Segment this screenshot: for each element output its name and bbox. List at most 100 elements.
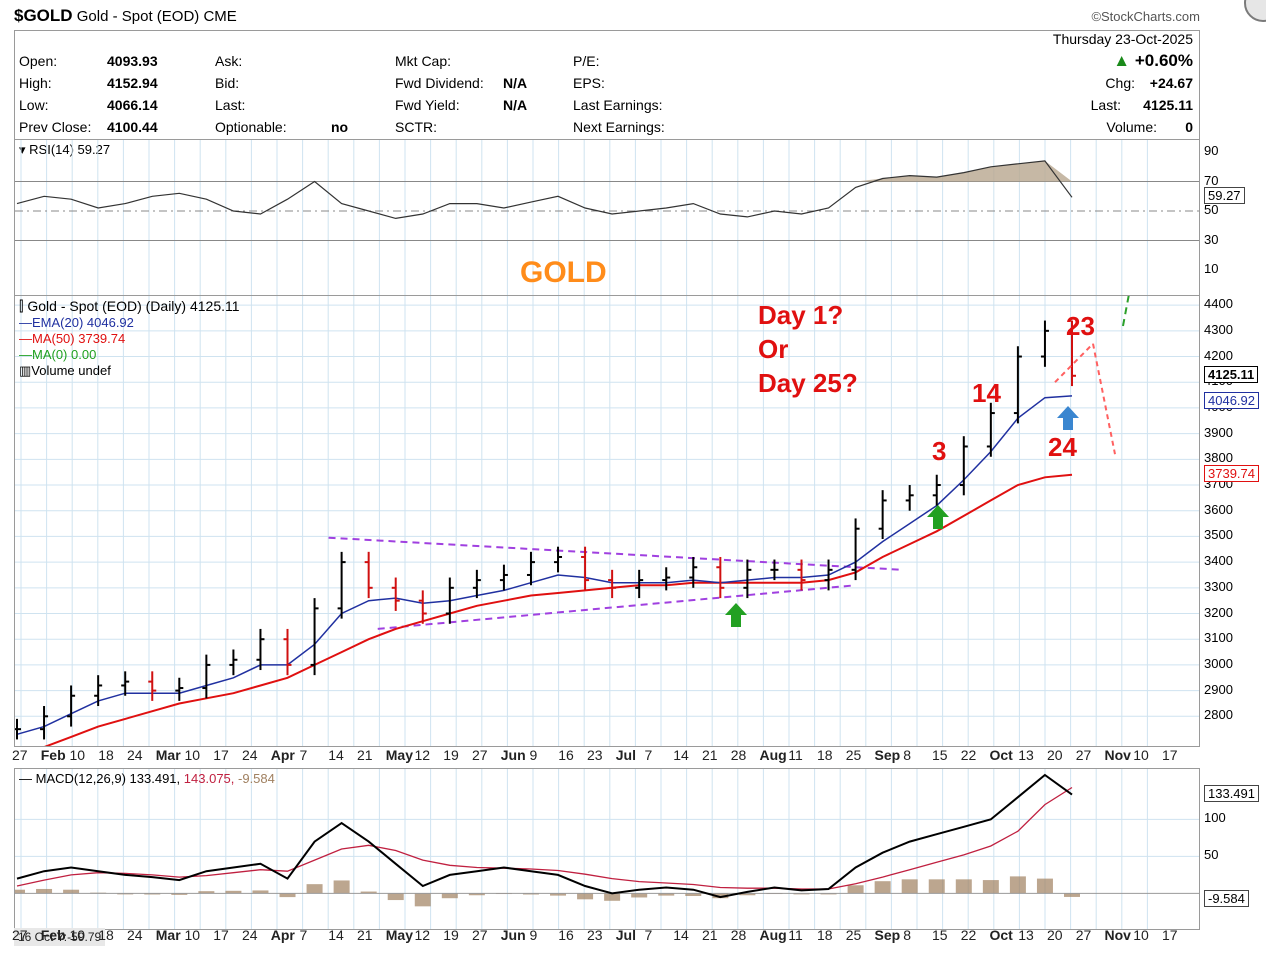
rsi-overbought-fill <box>17 160 1072 182</box>
ma50-swatch-icon: — <box>19 331 32 346</box>
macd-hist-bar-30 <box>820 893 837 895</box>
macd-xtick-29: 25 <box>845 927 862 943</box>
macd-xtick-18: 9 <box>529 927 538 943</box>
macd-xtick-38: Nov <box>1104 927 1131 943</box>
triangle-upper-line <box>328 536 903 571</box>
price-xtick-28: 18 <box>817 747 833 763</box>
macd-xtick-6: 10 <box>184 927 201 943</box>
macd-xtick-16: 27 <box>472 927 488 943</box>
up-arrow-icon: ▲ <box>1113 51 1131 70</box>
ema-label-tag: 4046.92 <box>1204 391 1259 409</box>
chart-header: $GOLD Gold - Spot (EOD) CME ©StockCharts… <box>0 0 1266 30</box>
ema-swatch-icon: — <box>19 315 32 330</box>
macd-hist-bar-15 <box>414 893 431 907</box>
macd-hist-bar-34 <box>928 879 945 894</box>
price-xtick-20: 23 <box>587 747 603 763</box>
macd-hist-bar-6 <box>171 893 188 895</box>
prev-close-value: 4100.44 <box>107 119 158 135</box>
projection-up-line <box>1054 342 1094 383</box>
macd-hist-value-tag: -9.584 <box>1204 890 1249 908</box>
ma0-legend: —MA(0) 0.00 <box>19 347 96 362</box>
price-xtick-21: Jul <box>615 747 636 763</box>
rsi-ytick-2: 50 <box>1204 202 1219 217</box>
volume-legend: ▥Volume undef <box>19 363 111 379</box>
macd-xtick-39: 10 <box>1133 927 1149 943</box>
day25-annotation: Day 25? <box>758 368 858 398</box>
projection-green-line <box>1122 296 1130 327</box>
projection-down-line <box>1092 343 1116 455</box>
macd-xtick-11: 14 <box>328 927 344 943</box>
or-annotation: Or <box>758 334 789 364</box>
ema20-line <box>16 395 1073 736</box>
rsi-ytick-3: 30 <box>1204 231 1219 247</box>
price-xtick-9: Apr <box>270 747 295 763</box>
macd-xtick-36: 20 <box>1047 927 1063 943</box>
low-label: Low: <box>19 97 49 113</box>
fwd-dividend-label: Fwd Dividend: <box>395 75 484 91</box>
macd-xtick-8: 24 <box>242 927 258 943</box>
rsi-plot <box>15 140 1199 296</box>
price-xtick-4: 24 <box>127 747 143 763</box>
price-xtick-16: 27 <box>472 747 488 763</box>
volume-value: 0 <box>1185 119 1193 135</box>
blue-arrow-icon-oct <box>1057 406 1079 430</box>
ema-legend-label: EMA(20) 4046.92 <box>32 315 134 330</box>
price-xtick-18: 9 <box>529 747 538 763</box>
price-xtick-35: 13 <box>1018 747 1034 763</box>
quote-info-box: Open: 4093.93 High: 4152.94 Low: 4066.14… <box>14 30 1200 140</box>
price-xtick-0: 27 <box>12 747 28 763</box>
day1-annotation: Day 1? <box>758 300 844 330</box>
macd-hist-bar-21 <box>577 893 594 900</box>
last-price-label: Last: <box>1090 97 1121 113</box>
macd-hist-bar-9 <box>252 890 269 894</box>
macd-swatch-icon: — <box>19 771 32 786</box>
green-arrow-icon-aug <box>725 603 747 627</box>
price-xtick-27: 11 <box>788 747 803 763</box>
macd-xtick-10: 7 <box>299 927 308 943</box>
price-xtick-31: 8 <box>903 747 912 763</box>
price-xtick-38: Nov <box>1104 747 1131 763</box>
price-ytick-2: 3000 <box>1204 655 1233 671</box>
rsi-line <box>16 160 1073 220</box>
macd-panel: — MACD(12,26,9) 133.491, 143.075, -9.584 <box>14 768 1200 930</box>
price-ytick-10: 3800 <box>1204 450 1233 466</box>
macd-xtick-31: 8 <box>903 927 912 943</box>
ma50-legend: —MA(50) 3739.74 <box>19 331 125 346</box>
rsi-legend: ▾ RSI(14) 59.27 <box>19 142 110 158</box>
price-xtick-8: 24 <box>242 747 258 763</box>
price-xtick-5: Mar <box>155 747 181 763</box>
macd-xtick-4: 24 <box>127 927 143 943</box>
last-earnings-label: Last Earnings: <box>573 97 663 113</box>
macd-hist-bar-29 <box>793 893 810 895</box>
bid-label: Bid: <box>215 75 240 91</box>
macd-hist-bar-24 <box>658 893 675 896</box>
macd-legend: — MACD(12,26,9) 133.491, 143.075, -9.584 <box>19 771 275 786</box>
price-ytick-6: 3400 <box>1204 553 1233 569</box>
macd-hist-bar-19 <box>522 893 539 895</box>
macd-xtick-17: Jun <box>500 927 526 943</box>
count-23-annotation: 23 <box>1066 311 1095 341</box>
macd-xtick-15: 19 <box>443 927 459 943</box>
macd-xtick-3: 18 <box>98 927 114 943</box>
price-ytick-3: 3100 <box>1204 630 1233 646</box>
price-xtick-12: 21 <box>357 747 373 763</box>
macd-hist-bar-11 <box>306 884 323 894</box>
macd-xtick-28: 18 <box>817 927 833 943</box>
macd-xtick-22: 7 <box>644 927 653 943</box>
price-xtick-19: 16 <box>558 747 574 763</box>
macd-xtick-33: 22 <box>960 927 977 943</box>
chg-value: +24.67 <box>1149 75 1193 91</box>
macd-xtick-24: 21 <box>702 927 718 943</box>
count-3-annotation: 3 <box>932 436 947 466</box>
price-xtick-14: 12 <box>414 747 431 763</box>
price-xtick-17: Jun <box>500 747 526 763</box>
cursor-status: 16 Oct Y:-59.79 <box>14 928 106 946</box>
price-xtick-6: 10 <box>184 747 201 763</box>
macd-hist-bar-32 <box>874 881 891 894</box>
count-24-annotation: 24 <box>1048 432 1077 462</box>
price-ytick-4: 3200 <box>1204 604 1233 620</box>
macd-hist-bar-35 <box>955 879 972 894</box>
open-value: 4093.93 <box>107 53 158 69</box>
macd-xtick-34: Oct <box>989 927 1013 943</box>
pe-label: P/E: <box>573 53 600 69</box>
